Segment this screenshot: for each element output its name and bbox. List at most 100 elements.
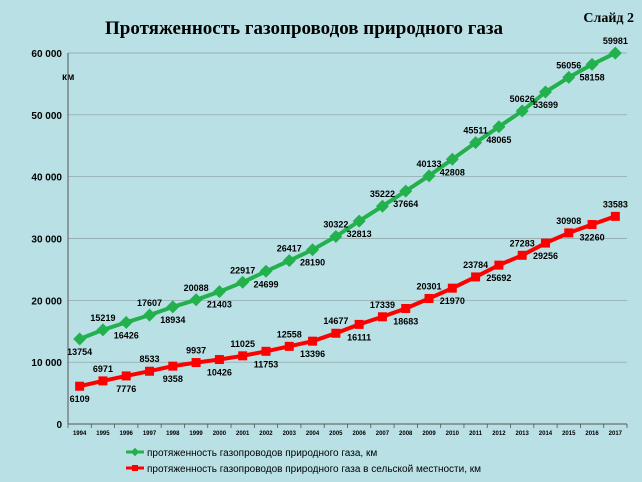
slide-label: Слайд 2 bbox=[583, 11, 634, 26]
data-point-rural bbox=[377, 312, 387, 322]
data-label: 16111 bbox=[347, 332, 371, 342]
data-label: 33583 bbox=[603, 199, 628, 209]
axes bbox=[67, 53, 628, 428]
gridlines bbox=[68, 52, 627, 363]
data-label: 17339 bbox=[370, 300, 395, 310]
data-point-total bbox=[166, 300, 180, 314]
data-label: 45511 bbox=[463, 126, 488, 136]
x-tick-label: 1997 bbox=[143, 431, 157, 437]
data-point-rural bbox=[191, 358, 201, 368]
data-point-rural bbox=[354, 319, 364, 329]
x-tick-label: 1994 bbox=[73, 431, 87, 437]
data-point-total bbox=[73, 332, 87, 346]
data-point-rural bbox=[308, 336, 318, 346]
x-tick-label: 2014 bbox=[539, 431, 553, 437]
data-point-rural bbox=[424, 293, 434, 303]
x-tick-label: 2006 bbox=[352, 431, 366, 437]
data-label: 59981 bbox=[603, 36, 628, 46]
data-point-rural bbox=[121, 371, 131, 381]
x-tick-label: 2000 bbox=[213, 431, 227, 437]
x-tick-label: 2013 bbox=[516, 431, 530, 437]
data-label: 24699 bbox=[253, 279, 278, 289]
data-point-total bbox=[375, 199, 389, 213]
data-point-total bbox=[212, 285, 226, 299]
data-label: 18934 bbox=[160, 315, 185, 325]
data-point-total bbox=[562, 70, 576, 84]
data-point-rural bbox=[587, 220, 597, 230]
data-point-rural bbox=[168, 361, 178, 371]
legend-marker-rural bbox=[132, 465, 138, 471]
data-label: 26417 bbox=[277, 244, 302, 254]
data-label: 50626 bbox=[510, 94, 535, 104]
x-tick-label: 1998 bbox=[166, 431, 180, 437]
data-label: 15219 bbox=[90, 313, 115, 323]
data-point-rural bbox=[494, 260, 504, 270]
data-label: 32813 bbox=[347, 229, 372, 239]
data-point-total bbox=[492, 120, 506, 134]
data-label: 8533 bbox=[140, 354, 160, 364]
data-point-rural bbox=[261, 346, 271, 356]
data-label: 29256 bbox=[533, 251, 558, 261]
data-point-rural bbox=[145, 366, 155, 376]
y-tick-label: 10 000 bbox=[31, 358, 62, 369]
data-label: 30322 bbox=[323, 220, 348, 230]
data-label: 21970 bbox=[440, 296, 465, 306]
y-tick-label: 60 000 bbox=[31, 49, 62, 60]
data-point-rural bbox=[214, 355, 224, 365]
data-label: 37664 bbox=[393, 199, 418, 209]
legend: протяженность газопроводов природного га… bbox=[126, 447, 481, 475]
data-point-rural bbox=[238, 351, 248, 361]
data-point-rural bbox=[98, 376, 108, 386]
data-point-total bbox=[538, 85, 552, 99]
data-point-rural bbox=[610, 211, 620, 221]
data-label: 22917 bbox=[230, 265, 255, 275]
data-label: 21403 bbox=[207, 300, 232, 310]
data-point-total bbox=[515, 104, 529, 118]
x-tick-labels: 1994 1995 1996 1997 1998 1999 2000 2001 2002 2003… bbox=[73, 431, 623, 437]
data-label: 53699 bbox=[533, 100, 558, 110]
x-tick-label: 2017 bbox=[609, 431, 623, 437]
y-tick-labels: 0 10 000 20 000 30 000 40 000 50 000 60 000 bbox=[31, 49, 62, 431]
data-label: 48065 bbox=[486, 135, 511, 145]
x-tick-label: 2001 bbox=[236, 431, 250, 437]
data-point-total bbox=[469, 136, 483, 150]
data-label: 42808 bbox=[440, 167, 465, 177]
x-tick-label: 2009 bbox=[422, 431, 436, 437]
data-point-rural bbox=[540, 238, 550, 248]
data-label: 40133 bbox=[417, 159, 442, 169]
x-tick-label: 2007 bbox=[376, 431, 390, 437]
data-label: 20088 bbox=[184, 283, 209, 293]
data-point-total bbox=[96, 323, 110, 337]
data-label: 9358 bbox=[163, 374, 183, 384]
data-point-rural bbox=[401, 303, 411, 313]
data-point-total bbox=[306, 243, 320, 257]
data-label: 17607 bbox=[137, 298, 162, 308]
data-label: 13396 bbox=[300, 349, 325, 359]
data-point-rural bbox=[75, 381, 85, 391]
data-point-total bbox=[608, 46, 622, 60]
data-point-total bbox=[143, 308, 157, 322]
x-tick-label: 2008 bbox=[399, 431, 413, 437]
data-label: 11753 bbox=[254, 359, 279, 369]
data-point-total bbox=[352, 214, 366, 228]
data-label: 7776 bbox=[116, 384, 136, 394]
data-point-total bbox=[329, 230, 343, 244]
x-tick-label: 2002 bbox=[259, 431, 273, 437]
x-tick-label: 2003 bbox=[283, 431, 297, 437]
x-tick-label: 2016 bbox=[585, 431, 599, 437]
data-label: 10426 bbox=[207, 368, 232, 378]
data-point-rural bbox=[331, 328, 341, 338]
data-label: 14677 bbox=[323, 316, 348, 326]
legend-item-rural: протяженность газопроводов природного га… bbox=[126, 464, 481, 475]
data-label: 13754 bbox=[67, 347, 92, 357]
data-label: 6109 bbox=[70, 394, 90, 404]
data-point-total bbox=[585, 57, 599, 71]
data-point-total bbox=[399, 184, 413, 198]
data-point-total bbox=[236, 275, 250, 289]
data-label: 18683 bbox=[393, 316, 418, 326]
data-point-rural bbox=[284, 341, 294, 351]
data-point-rural bbox=[564, 228, 574, 238]
x-tick-label: 2015 bbox=[562, 431, 576, 437]
data-point-total bbox=[189, 293, 203, 307]
